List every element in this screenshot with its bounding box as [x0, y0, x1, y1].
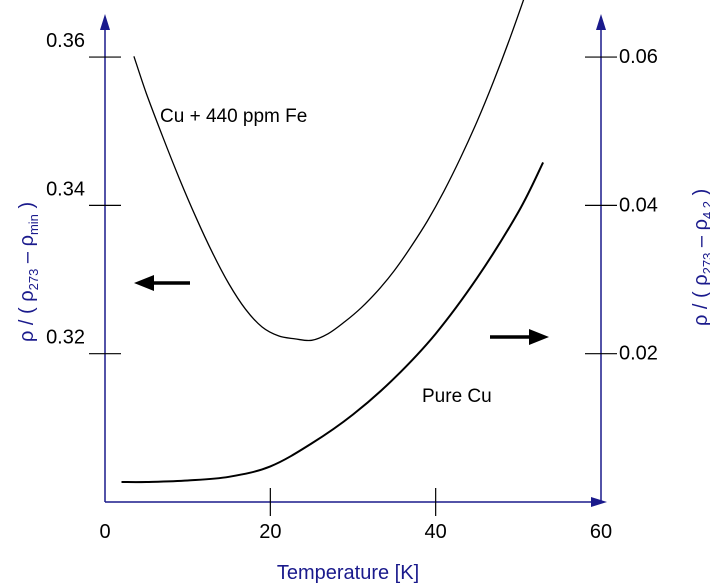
x-tick-label: 20 — [259, 521, 281, 543]
right-y-axis-title: ρ / ( ρ273 – ρ4.2 ) — [690, 189, 710, 326]
right-tick-label: 0.04 — [619, 194, 658, 216]
left-y-axis-title: ρ / ( ρ273 – ρmin ) — [16, 202, 41, 342]
right-tick-label: 0.06 — [619, 46, 658, 68]
right-y-axis-arrowhead — [596, 14, 606, 30]
left-pointing-arrow — [134, 275, 190, 291]
series-line-cu-fe — [133, 0, 525, 342]
left-y-axis-arrowhead — [100, 14, 110, 30]
left-tick-label: 0.34 — [46, 178, 85, 200]
right-pointing-arrow — [490, 329, 549, 345]
curve-label-cu-fe: Cu + 440 ppm Fe — [160, 106, 307, 127]
right-y-ticks: 0.02 0.04 0.06 — [585, 46, 658, 365]
x-ticks: 0 20 40 60 — [99, 488, 612, 543]
x-axis-arrowhead — [591, 497, 607, 507]
x-axis-title: Temperature [K] — [277, 562, 419, 584]
x-tick-label: 60 — [590, 521, 612, 543]
x-tick-label: 40 — [425, 521, 447, 543]
left-tick-label: 0.32 — [46, 327, 85, 349]
left-tick-label: 0.36 — [46, 30, 85, 52]
left-y-ticks: 0.32 0.34 0.36 — [46, 30, 121, 355]
x-tick-label: 0 — [99, 521, 110, 543]
right-tick-label: 0.02 — [619, 343, 658, 365]
series-line-pure-cu — [121, 161, 544, 484]
curves — [121, 0, 544, 484]
curve-label-pure-cu: Pure Cu — [422, 386, 492, 407]
